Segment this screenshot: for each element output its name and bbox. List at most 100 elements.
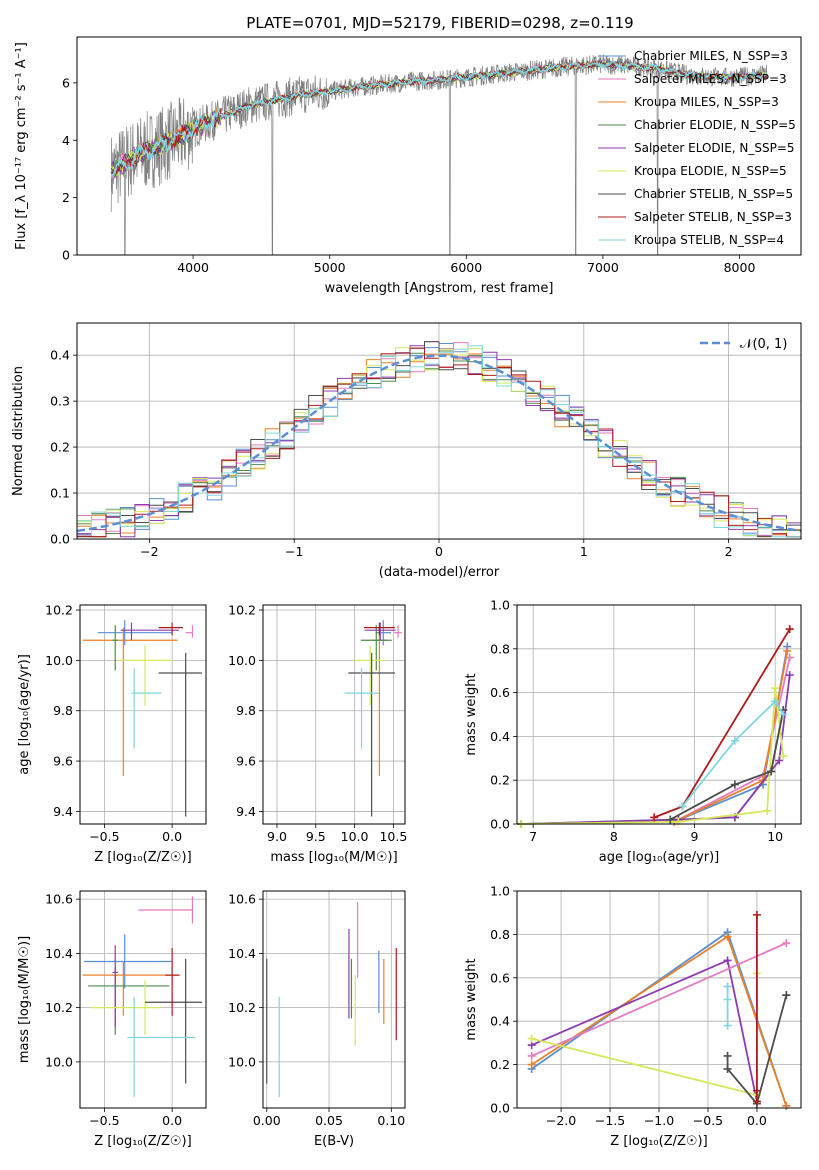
x-tick-label: 0.0 [162, 829, 182, 844]
residuals-legend: 𝒩(0, 1) [700, 337, 787, 352]
spectrum-panel: 4000 5000 6000 7000 8000 0 2 4 6 wavelength [Angs… [14, 36, 802, 296]
series-point-salpeter_stelib [752, 1097, 761, 1106]
series-point-chabrier_stelib [730, 780, 739, 789]
x-tick-label: 9.0 [267, 829, 287, 844]
legend-label: Chabrier MILES, N_SSP=3 [634, 49, 788, 63]
x-axis-label: mass [log₁₀(M/M☉)] [270, 850, 397, 865]
series-point-kroupa_stelib [779, 710, 788, 719]
age_vs_Z-marks [82, 620, 202, 817]
y-tick-label: 0.3 [50, 394, 70, 409]
axes-frame [262, 604, 406, 825]
series-line-kroupa_elodie [520, 688, 785, 825]
legend-label: Chabrier STELIB, N_SSP=5 [634, 187, 793, 201]
series-point-salpeter_miles [782, 939, 791, 948]
x-axis-label: wavelength [Angstrom, rest frame] [325, 281, 554, 296]
figure-title: PLATE=0701, MJD=52179, FIBERID=0298, z=0… [246, 14, 633, 32]
spectrum-lines [110, 54, 768, 255]
x-tick-label: 10 [767, 829, 783, 844]
y-tick-label: 0.8 [490, 641, 510, 656]
series-line-salpeter_miles [531, 942, 787, 1057]
x-axis-label: (data-model)/error [379, 565, 500, 580]
series-point-salpeter_elodie [775, 756, 784, 765]
histogram-kroupa_stelib [77, 345, 801, 538]
y-tick-label: 1.0 [490, 884, 510, 899]
series-point-kroupa_miles [782, 1101, 791, 1110]
x-tick-label: 9 [691, 829, 699, 844]
y-tick-label: 9.6 [53, 754, 73, 769]
y-tick-label: 0.4 [490, 729, 510, 744]
mass_vs_ebv-marks [266, 901, 397, 1098]
mass_vs_Z-panel: −0.5 0.0 10.0 10.2 10.4 10.6 Z [log₁₀(Z/Z☉)] ma… [17, 890, 207, 1149]
x-tick-label: 0.0 [747, 1113, 767, 1128]
series-line-salpeter_elodie [531, 959, 758, 1102]
y-axis-label: mass weight [464, 673, 479, 755]
y-tick-label: 0.8 [490, 927, 510, 942]
x-tick-label: 9.5 [306, 829, 326, 844]
y-tick-label: 0.0 [50, 532, 70, 547]
series-point-kroupa_elodie [771, 684, 780, 693]
x-tick-label: −2.0 [546, 1113, 576, 1128]
series-point-kroupa_stelib [730, 736, 739, 745]
mass_weight_vs_age-marks [517, 625, 794, 828]
histogram-lines [77, 341, 801, 538]
legend-label: Kroupa ELODIE, N_SSP=5 [634, 164, 787, 178]
y-tick-label: 9.6 [236, 754, 256, 769]
y-tick-label: 2 [62, 190, 70, 205]
series-point-salpeter_miles [785, 653, 794, 662]
series-point-kroupa_elodie [763, 806, 772, 815]
y-tick-label: 0.4 [50, 348, 70, 363]
y-axis-label: mass [log₁₀(M/M☉)] [17, 936, 32, 1063]
y-tick-label: 0.4 [490, 1014, 510, 1029]
x-tick-label: 0 [435, 544, 443, 559]
mass_weight_vs_Z-panel: −2.0 −1.5 −1.0 −0.5 0.0 0.0 0.2 0.4 0.6 0.8 1.0 Z [… [464, 884, 802, 1149]
series-point-kroupa_stelib [678, 802, 687, 811]
axes-frame [262, 890, 406, 1109]
y-tick-label: 6 [62, 75, 70, 90]
y-axis-label: Normed distribution [11, 366, 26, 496]
y-tick-label: 9.4 [53, 804, 73, 819]
y-tick-label: 0.1 [50, 486, 70, 501]
series-point-kroupa_elodie [527, 1034, 536, 1043]
x-tick-label: −1.5 [595, 1113, 625, 1128]
y-tick-label: 0.6 [490, 970, 510, 985]
legend-label: Salpeter ELODIE, N_SSP=5 [634, 141, 795, 155]
axes-frame [79, 890, 207, 1109]
mass_vs_ebv-panel: 0.00 0.05 0.10 10.0 10.2 10.4 10.6 E(B-V) [228, 890, 406, 1149]
legend-label: Chabrier ELODIE, N_SSP=5 [634, 118, 796, 132]
series-point-salpeter_elodie [723, 956, 732, 965]
y-tick-label: 9.4 [236, 804, 256, 819]
mass_vs_Z-marks [82, 896, 202, 1098]
x-tick-label: 8000 [724, 260, 756, 275]
y-tick-label: 1.0 [490, 598, 510, 613]
y-tick-label: 10.0 [45, 1054, 73, 1069]
series-point-kroupa_stelib [723, 995, 732, 1004]
series-line-chabrier_stelib [726, 994, 788, 1106]
series-point-chabrier_stelib [767, 767, 776, 776]
legend-label: 𝒩(0, 1) [740, 337, 787, 352]
y-tick-label: 0.2 [490, 1057, 510, 1072]
x-tick-label: −1.0 [644, 1113, 674, 1128]
x-tick-label: −0.5 [693, 1113, 723, 1128]
y-tick-label: 10.2 [45, 603, 73, 618]
series-point-kroupa_stelib [723, 982, 732, 991]
legend-label: Kroupa MILES, N_SSP=3 [634, 95, 779, 109]
legend-label: Kroupa STELIB, N_SSP=4 [634, 233, 784, 247]
y-tick-label: 9.8 [53, 703, 73, 718]
y-tick-label: 10.2 [45, 1000, 73, 1015]
x-tick-label: 0.0 [162, 1113, 182, 1128]
series-point-kroupa_miles [723, 932, 732, 941]
series-point-salpeter_elodie [785, 671, 794, 680]
x-tick-label: 1 [580, 544, 588, 559]
x-axis-label: Z [log₁₀(Z/Z☉)] [610, 1134, 707, 1149]
spectrum-model-salpeter_stelib [110, 60, 768, 179]
x-tick-label: −0.5 [89, 1113, 119, 1128]
age_vs_Z-panel: −0.5 0.0 9.4 9.6 9.8 10.0 10.2 Z [log₁₀(Z/Z☉)] a… [17, 603, 207, 865]
series-point-chabrier_stelib [723, 1064, 732, 1073]
series-point-salpeter_stelib [785, 625, 794, 634]
series-point-chabrier_stelib [723, 1051, 732, 1060]
series-point-kroupa_stelib [771, 697, 780, 706]
x-tick-label: 2 [725, 544, 733, 559]
series-line-kroupa_stelib [681, 699, 785, 808]
series-point-salpeter_stelib [752, 910, 761, 919]
axes-frame [76, 36, 802, 256]
